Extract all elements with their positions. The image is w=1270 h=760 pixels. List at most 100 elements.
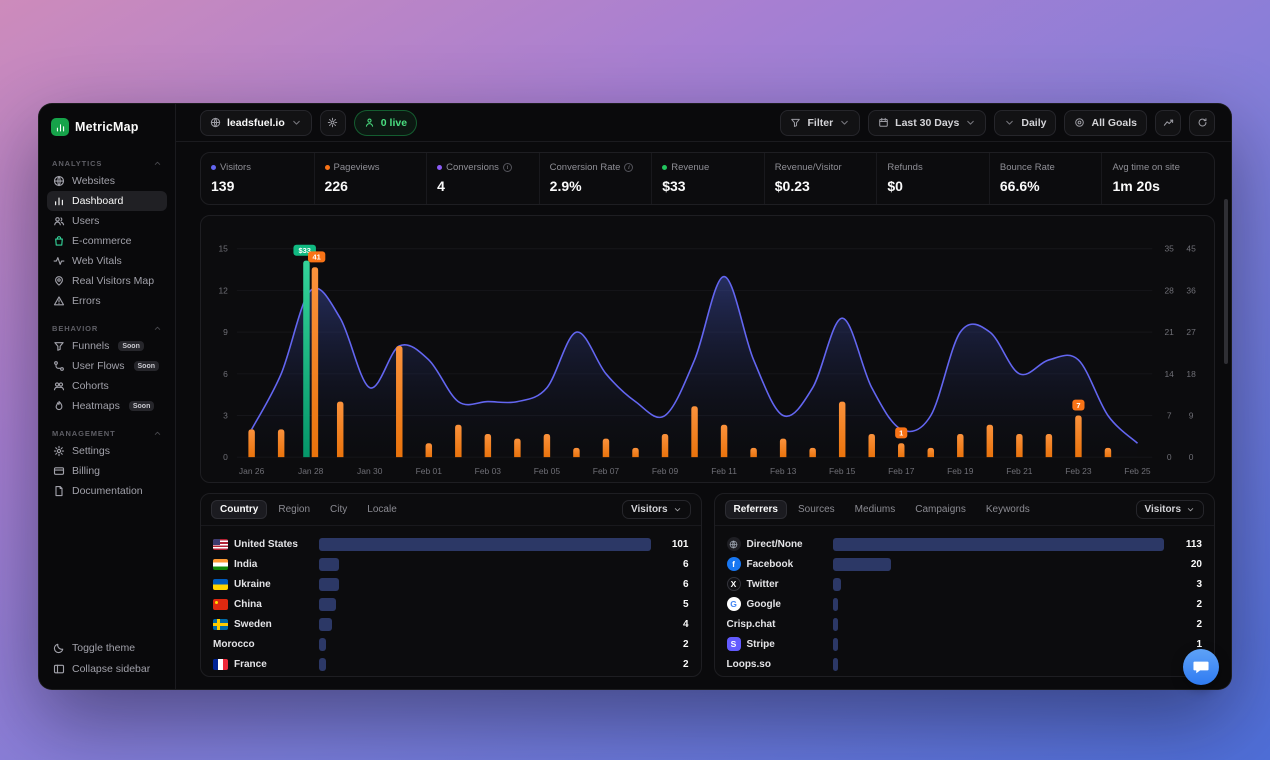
facebook-icon: f bbox=[726, 557, 741, 571]
topbar: leadsfuel.io 0 live Filter bbox=[176, 104, 1231, 142]
site-settings-button[interactable] bbox=[319, 109, 346, 136]
list-item-crisp-chat[interactable]: Crisp.chat 2 bbox=[727, 614, 1202, 634]
sidebar-item-real-visitors-map[interactable]: Real Visitors Map bbox=[47, 271, 167, 291]
stat-value: 226 bbox=[324, 178, 348, 194]
list-item-sweden[interactable]: Sweden 4 bbox=[213, 614, 689, 634]
main-chart-card: 0 3 6 9 12 15 0 7 14 21 28 35 0 9 18 27 36 45 Jan 26 Jan 28… bbox=[200, 215, 1215, 483]
funnel-icon bbox=[790, 117, 801, 128]
svg-text:Feb 09: Feb 09 bbox=[652, 466, 679, 476]
sidebar-item-web-vitals[interactable]: Web Vitals bbox=[47, 251, 167, 271]
site-selector[interactable]: leadsfuel.io bbox=[200, 109, 312, 136]
tab-mediums[interactable]: Mediums bbox=[854, 504, 896, 515]
refresh-button[interactable] bbox=[1189, 109, 1215, 136]
sidebar-section-header-behavior[interactable]: BEHAVIOR bbox=[47, 320, 167, 336]
svg-text:18: 18 bbox=[1186, 369, 1196, 379]
row-label: China bbox=[234, 598, 262, 610]
sidebar-item-toggle-theme[interactable]: Toggle theme bbox=[47, 638, 167, 658]
date-range-button[interactable]: Last 30 Days bbox=[868, 109, 987, 136]
svg-text:3: 3 bbox=[223, 410, 228, 420]
stat-pageviews[interactable]: Pageviews 226 bbox=[313, 153, 427, 204]
list-item-united-states[interactable]: United States 101 bbox=[213, 534, 689, 554]
svg-text:Feb 11: Feb 11 bbox=[711, 466, 737, 476]
stat-conversions[interactable]: Conversions i 4 bbox=[426, 153, 539, 204]
sidebar-section-behavior: BEHAVIOR Funnels Soon User Flows Soon Co… bbox=[47, 320, 167, 416]
chart-style-button[interactable] bbox=[1155, 109, 1181, 136]
sidebar-item-users[interactable]: Users bbox=[47, 211, 167, 231]
list-item-ireland[interactable]: Ireland 2 bbox=[213, 674, 689, 676]
list-item-google[interactable]: G Google 2 bbox=[726, 594, 1202, 614]
stat-conversion-rate[interactable]: Conversion Rate i 2.9% bbox=[538, 153, 652, 204]
list-item-loops-so[interactable]: Loops.so 1 bbox=[727, 654, 1202, 674]
goals-button[interactable]: All Goals bbox=[1064, 109, 1147, 136]
tab-sources[interactable]: Sources bbox=[797, 504, 835, 515]
svg-text:Feb 05: Feb 05 bbox=[534, 466, 561, 476]
list-item-france[interactable]: France 2 bbox=[213, 654, 689, 674]
list-item-india[interactable]: India 6 bbox=[213, 554, 689, 574]
app-logo: MetricMap bbox=[47, 116, 167, 146]
filter-button[interactable]: Filter bbox=[780, 109, 861, 136]
geo_card-rows: United States 101 India 6 Ukraine 6 Chin… bbox=[201, 526, 701, 676]
direct-globe-icon bbox=[726, 537, 741, 551]
sidebar-item-dashboard[interactable]: Dashboard bbox=[47, 191, 167, 211]
list-item-direct-none[interactable]: Direct/None 113 bbox=[726, 534, 1202, 554]
row-value: 101 bbox=[671, 538, 689, 550]
tab-campaigns[interactable]: Campaigns bbox=[915, 504, 966, 515]
sidebar-item-billing[interactable]: Billing bbox=[47, 461, 167, 481]
chevron-down-icon bbox=[1004, 117, 1015, 128]
sidebar-item-errors[interactable]: Errors bbox=[47, 291, 167, 311]
row-bar bbox=[832, 637, 1165, 651]
stat-avg-time-on-site[interactable]: Avg time on site 1m 20s bbox=[1101, 153, 1214, 204]
stat-bounce-rate[interactable]: Bounce Rate 66.6% bbox=[988, 153, 1102, 204]
series-dot-icon bbox=[324, 165, 330, 170]
list-item-ukraine[interactable]: Ukraine 6 bbox=[213, 574, 689, 594]
row-bar bbox=[832, 617, 1165, 631]
tab-keywords[interactable]: Keywords bbox=[985, 504, 1030, 515]
granularity-button[interactable]: Daily bbox=[994, 109, 1057, 136]
list-item-facebook[interactable]: f Facebook 20 bbox=[726, 554, 1202, 574]
cohorts-icon bbox=[53, 380, 65, 392]
sidebar-section-header-analytics[interactable]: ANALYTICS bbox=[47, 155, 167, 171]
svg-text:41: 41 bbox=[312, 253, 320, 262]
sidebar-item-funnels[interactable]: Funnels Soon bbox=[47, 336, 167, 356]
row-label: Twitter bbox=[746, 578, 779, 590]
referrer_card-metric-select[interactable]: Visitors bbox=[1135, 500, 1204, 519]
live-visitors-badge[interactable]: 0 live bbox=[353, 109, 418, 136]
row-label: Google bbox=[746, 598, 781, 610]
chat-widget-button[interactable] bbox=[1183, 649, 1219, 685]
list-item-stripe[interactable]: S Stripe 1 bbox=[726, 634, 1202, 654]
list-item-china[interactable]: China 5 bbox=[213, 594, 689, 614]
sidebar-item-user-flows[interactable]: User Flows Soon bbox=[47, 356, 167, 376]
sidebar-item-websites[interactable]: Websites bbox=[47, 171, 167, 191]
tab-locale[interactable]: Locale bbox=[367, 504, 397, 515]
sidebar-item-collapse-sidebar[interactable]: Collapse sidebar bbox=[47, 659, 167, 679]
stat-revenue[interactable]: Revenue $33 bbox=[651, 153, 764, 204]
tab-country[interactable]: Country bbox=[211, 500, 268, 519]
stat-revenue-visitor[interactable]: Revenue/Visitor $0.23 bbox=[763, 153, 877, 204]
list-item-twitter[interactable]: X Twitter 3 bbox=[726, 574, 1202, 594]
app-window: MetricMap ANALYTICS Websites Dashboard U… bbox=[38, 103, 1232, 690]
sidebar-item-label: Websites bbox=[72, 175, 115, 187]
svg-text:Feb 07: Feb 07 bbox=[593, 466, 620, 476]
list-item-morocco[interactable]: Morocco 2 bbox=[213, 634, 689, 654]
sidebar-item-label: Heatmaps bbox=[72, 400, 120, 412]
geo_card-header: Country Region City Locale Visitors bbox=[201, 494, 701, 526]
stat-value: 2.9% bbox=[549, 178, 582, 194]
sidebar-item-label: Billing bbox=[72, 465, 101, 477]
svg-text:35: 35 bbox=[1164, 244, 1174, 254]
tab-city[interactable]: City bbox=[330, 504, 348, 515]
sidebar-section-header-management[interactable]: MANAGEMENT bbox=[47, 425, 167, 441]
sidebar-item-documentation[interactable]: Documentation bbox=[47, 481, 167, 501]
flame-icon bbox=[53, 400, 65, 412]
vertical-scrollbar[interactable] bbox=[1224, 199, 1228, 364]
sidebar-item-heatmaps[interactable]: Heatmaps Soon bbox=[47, 396, 167, 416]
stat-visitors[interactable]: Visitors 139 bbox=[201, 153, 314, 204]
chevron-down-icon bbox=[1186, 505, 1195, 514]
sidebar-item-settings[interactable]: Settings bbox=[47, 441, 167, 461]
sidebar-item-cohorts[interactable]: Cohorts bbox=[47, 376, 167, 396]
sidebar-item-e-commerce[interactable]: E-commerce bbox=[47, 231, 167, 251]
geo_card-metric-select[interactable]: Visitors bbox=[622, 500, 691, 519]
stat-refunds[interactable]: Refunds $0 bbox=[876, 153, 989, 204]
tab-region[interactable]: Region bbox=[278, 504, 311, 515]
tab-referrers[interactable]: Referrers bbox=[724, 500, 787, 519]
